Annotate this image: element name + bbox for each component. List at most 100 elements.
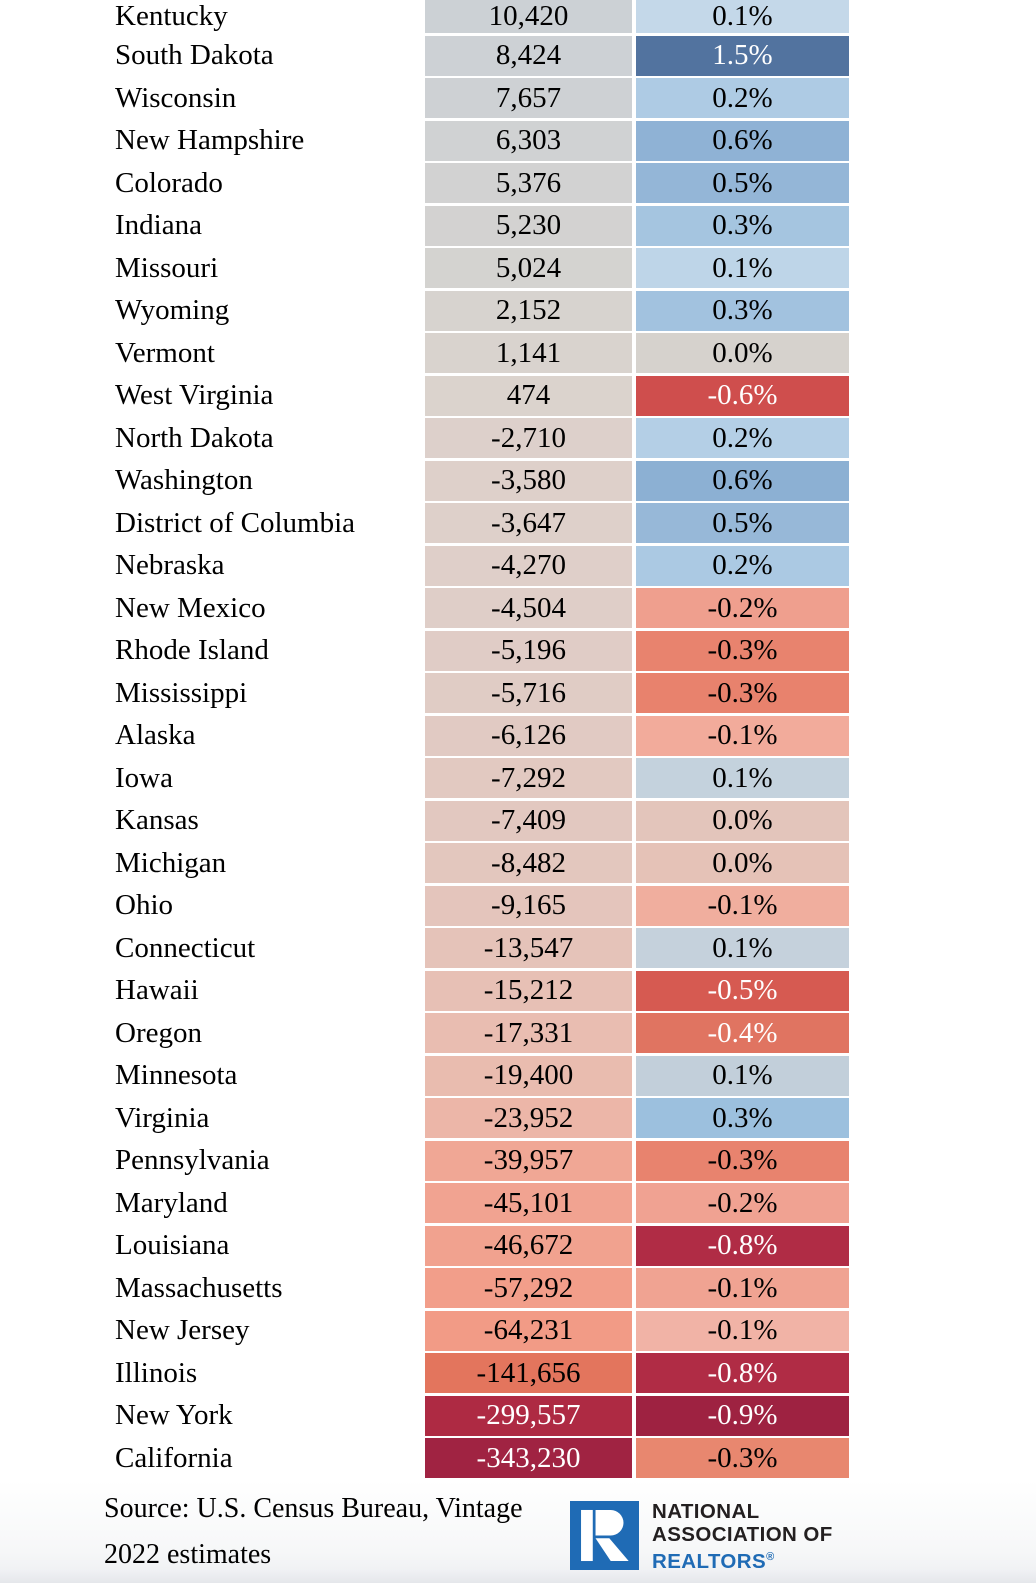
state-name: Minnesota [0, 1055, 425, 1096]
table-row: New York -299,557 -0.9% [0, 1395, 1036, 1436]
state-name: Oregon [0, 1013, 425, 1053]
net-change-cell: 474 [425, 375, 632, 416]
source-note: Source: U.S. Census Bureau, Vintage 2022… [104, 1486, 523, 1578]
table-row: District of Columbia -3,647 0.5% [0, 503, 1036, 543]
source-line-2: 2022 estimates [104, 1539, 272, 1570]
state-name: District of Columbia [0, 503, 425, 543]
pct-change-cell: -0.2% [636, 1183, 849, 1223]
net-change-cell: 10,420 [425, 0, 632, 33]
pct-change-cell: 0.0% [636, 333, 849, 373]
nar-r-icon [570, 1501, 639, 1570]
net-change-cell: -4,504 [425, 588, 632, 628]
table-row: New Hampshire 6,303 0.6% [0, 120, 1036, 161]
pct-change-cell: -0.5% [636, 970, 849, 1011]
state-name: Rhode Island [0, 630, 425, 671]
net-change-cell: 7,657 [425, 78, 632, 118]
table-row: Washington -3,580 0.6% [0, 460, 1036, 501]
pct-change-cell: -0.4% [636, 1013, 849, 1053]
net-change-cell: -7,292 [425, 758, 632, 798]
pct-change-cell: -0.2% [636, 588, 849, 628]
net-change-cell: -46,672 [425, 1225, 632, 1266]
table-row: Oregon -17,331 -0.4% [0, 1013, 1036, 1053]
pct-change-cell: 0.2% [636, 418, 849, 458]
state-name: West Virginia [0, 375, 425, 416]
state-name: Wisconsin [0, 78, 425, 118]
net-change-cell: 5,376 [425, 163, 632, 203]
state-name: Wyoming [0, 290, 425, 331]
net-change-cell: 1,141 [425, 333, 632, 373]
net-change-cell: -343,230 [425, 1438, 632, 1478]
migration-table: Kentucky 10,420 0.1% South Dakota 8,424 … [0, 0, 1036, 1478]
net-change-cell: -3,647 [425, 503, 632, 543]
net-change-cell: -39,957 [425, 1140, 632, 1181]
state-name: Michigan [0, 843, 425, 883]
table-row: South Dakota 8,424 1.5% [0, 35, 1036, 76]
state-name: Massachusetts [0, 1268, 425, 1308]
table-row: Massachusetts -57,292 -0.1% [0, 1268, 1036, 1308]
table-row: Rhode Island -5,196 -0.3% [0, 630, 1036, 671]
net-change-cell: -7,409 [425, 800, 632, 841]
pct-change-cell: 0.5% [636, 163, 849, 203]
table-row: Iowa -7,292 0.1% [0, 758, 1036, 798]
pct-change-cell: -0.3% [636, 1140, 849, 1181]
pct-change-cell: 0.6% [636, 120, 849, 161]
net-change-cell: 5,230 [425, 205, 632, 246]
table-row: Virginia -23,952 0.3% [0, 1098, 1036, 1138]
state-name: Connecticut [0, 928, 425, 968]
pct-change-cell: 0.1% [636, 248, 849, 288]
net-change-cell: -4,270 [425, 545, 632, 586]
pct-change-cell: -0.8% [636, 1225, 849, 1266]
pct-change-cell: -0.1% [636, 1310, 849, 1351]
pct-change-cell: 0.5% [636, 503, 849, 543]
state-name: Nebraska [0, 545, 425, 586]
pct-change-cell: -0.3% [636, 673, 849, 713]
table-row: Michigan -8,482 0.0% [0, 843, 1036, 883]
table-row: New Mexico -4,504 -0.2% [0, 588, 1036, 628]
state-name: Colorado [0, 163, 425, 203]
pct-change-cell: 1.5% [636, 35, 849, 76]
table-row: Minnesota -19,400 0.1% [0, 1055, 1036, 1096]
state-name: Illinois [0, 1353, 425, 1393]
state-name: Kansas [0, 800, 425, 841]
footer: Source: U.S. Census Bureau, Vintage 2022… [0, 1480, 1036, 1583]
state-name: New Mexico [0, 588, 425, 628]
table-row: Alaska -6,126 -0.1% [0, 715, 1036, 756]
net-change-cell: -5,196 [425, 630, 632, 671]
state-name: South Dakota [0, 35, 425, 76]
net-change-cell: 8,424 [425, 35, 632, 76]
table-row: Hawaii -15,212 -0.5% [0, 970, 1036, 1011]
state-name: Ohio [0, 885, 425, 926]
state-name: Maryland [0, 1183, 425, 1223]
table-row: Ohio -9,165 -0.1% [0, 885, 1036, 926]
table-row: Wisconsin 7,657 0.2% [0, 78, 1036, 118]
net-change-cell: -2,710 [425, 418, 632, 458]
state-name: Kentucky [0, 0, 425, 33]
pct-change-cell: 0.2% [636, 545, 849, 586]
state-name: Alaska [0, 715, 425, 756]
pct-change-cell: 0.1% [636, 758, 849, 798]
state-name: Hawaii [0, 970, 425, 1011]
table-row: Indiana 5,230 0.3% [0, 205, 1036, 246]
nar-logo-line-3: REALTORS® [652, 1546, 833, 1573]
source-line-1: Source: U.S. Census Bureau, Vintage [104, 1493, 523, 1524]
net-change-cell: -19,400 [425, 1055, 632, 1096]
state-name: North Dakota [0, 418, 425, 458]
nar-logo: NATIONAL ASSOCIATION OF REALTORS® [570, 1500, 833, 1573]
pct-change-cell: -0.3% [636, 1438, 849, 1478]
table-row: Vermont 1,141 0.0% [0, 333, 1036, 373]
table-row: Louisiana -46,672 -0.8% [0, 1225, 1036, 1266]
state-name: New York [0, 1395, 425, 1436]
pct-change-cell: 0.6% [636, 460, 849, 501]
net-change-cell: -23,952 [425, 1098, 632, 1138]
table-row: Wyoming 2,152 0.3% [0, 290, 1036, 331]
pct-change-cell: 0.3% [636, 205, 849, 246]
pct-change-cell: -0.6% [636, 375, 849, 416]
pct-change-cell: -0.1% [636, 715, 849, 756]
net-change-cell: -141,656 [425, 1353, 632, 1393]
net-change-cell: -5,716 [425, 673, 632, 713]
pct-change-cell: -0.1% [636, 885, 849, 926]
net-change-cell: -17,331 [425, 1013, 632, 1053]
table-row: Mississippi -5,716 -0.3% [0, 673, 1036, 713]
state-name: New Hampshire [0, 120, 425, 161]
net-change-cell: -45,101 [425, 1183, 632, 1223]
